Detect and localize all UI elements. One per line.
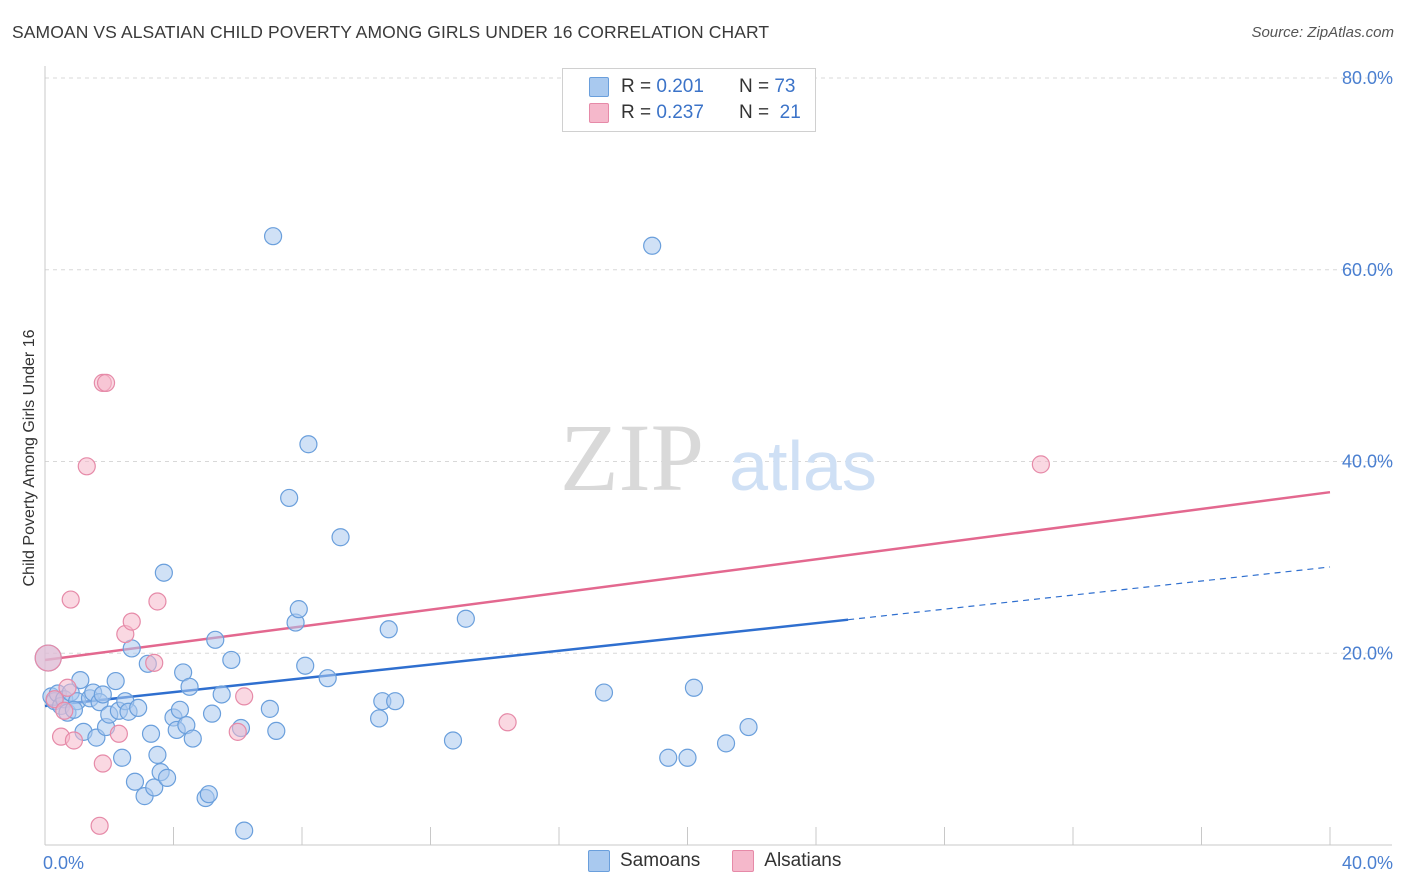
point-alsatians — [235, 687, 254, 706]
point-samoans — [318, 669, 337, 688]
point-samoans — [125, 772, 145, 791]
series-name-alsatians: Alsatians — [764, 850, 842, 871]
y-tick-label: 40.0% — [1342, 452, 1393, 472]
point-samoans — [183, 729, 202, 748]
point-alsatians — [109, 724, 128, 743]
legend-row-samoans: R = 0.201 N = 73 — [589, 75, 795, 99]
point-alsatians — [55, 701, 74, 720]
point-alsatians — [64, 731, 84, 750]
series-swatch-alsatians — [732, 850, 755, 872]
x-tick-label: 40.0% — [1342, 853, 1393, 873]
point-alsatians — [145, 653, 164, 672]
point-alsatians — [77, 457, 96, 476]
legend-n-value: 73 — [774, 76, 796, 97]
point-samoans — [129, 698, 148, 717]
x-tick-label: 0.0% — [43, 853, 84, 873]
legend-swatch-samoans — [589, 77, 609, 97]
legend-n-label: N = — [738, 76, 770, 97]
grid-lines — [45, 77, 1392, 654]
series-legend-samoans: Samoans — [588, 850, 700, 872]
point-samoans — [280, 488, 299, 508]
point-samoans — [643, 236, 662, 255]
point-alsatians — [34, 644, 62, 672]
point-alsatians — [498, 713, 517, 732]
point-samoans — [289, 600, 308, 619]
point-samoans — [739, 717, 758, 737]
point-samoans — [678, 748, 697, 767]
point-samoans — [379, 620, 398, 639]
point-samoans — [443, 731, 463, 750]
series-legend-alsatians: Alsatians — [732, 850, 841, 872]
legend-r-value: 0.237 — [656, 102, 704, 123]
point-samoans — [199, 785, 218, 804]
series-legend: Samoans Alsatians — [588, 850, 873, 872]
point-samoans — [180, 677, 199, 696]
point-alsatians — [96, 373, 116, 392]
point-samoans — [235, 821, 254, 840]
watermark: ZIP atlas — [560, 404, 877, 511]
point-samoans — [112, 748, 132, 767]
point-samoans — [386, 692, 405, 711]
point-samoans — [260, 699, 279, 718]
watermark-atlas: atlas — [729, 427, 877, 505]
point-samoans — [222, 650, 241, 670]
point-alsatians — [93, 754, 112, 773]
watermark-zip: ZIP — [560, 404, 704, 511]
axes — [44, 66, 1392, 846]
point-samoans — [157, 768, 177, 787]
point-samoans — [148, 745, 167, 764]
source-label: Source: ZipAtlas.com — [1251, 24, 1394, 41]
point-samoans — [370, 709, 389, 728]
legend: R = 0.201 N = 73 R = 0.237 N = 21 — [562, 68, 816, 132]
series-name-samoans: Samoans — [620, 850, 701, 871]
data-points — [34, 227, 1050, 840]
point-samoans — [206, 630, 225, 649]
point-samoans — [170, 700, 190, 719]
point-samoans — [202, 704, 222, 723]
point-alsatians — [58, 678, 77, 697]
point-samoans — [456, 609, 475, 628]
trend-line-samoans-extension — [848, 566, 1331, 621]
legend-row-alsatians: R = 0.237 N = 21 — [589, 101, 801, 125]
point-samoans — [594, 683, 614, 702]
point-alsatians — [228, 722, 247, 741]
series-swatch-samoans — [588, 850, 610, 872]
point-alsatians — [61, 590, 80, 609]
point-samoans — [684, 678, 704, 697]
point-samoans — [93, 685, 112, 704]
point-alsatians — [1031, 455, 1050, 474]
legend-r-label: R = — [621, 102, 652, 123]
point-samoans — [331, 528, 350, 547]
point-samoans — [263, 227, 283, 246]
point-alsatians — [148, 592, 167, 611]
point-alsatians — [122, 612, 141, 631]
legend-swatch-alsatians — [589, 103, 609, 123]
point-samoans — [212, 685, 231, 704]
trend-line-alsatians — [44, 490, 1331, 662]
point-samoans — [716, 734, 736, 753]
point-samoans — [296, 656, 315, 675]
point-alsatians — [90, 816, 109, 835]
trend-lines — [44, 490, 1331, 708]
trend-line-samoans — [44, 618, 849, 708]
point-samoans — [145, 778, 164, 797]
point-samoans — [154, 563, 173, 582]
point-samoans — [106, 671, 125, 691]
legend-r-value: 0.201 — [656, 76, 704, 97]
point-samoans — [267, 721, 286, 741]
tick-labels: 20.0% 40.0% 60.0% 80.0% 0.0% 40.0% — [43, 68, 1393, 873]
point-samoans — [659, 748, 678, 767]
legend-r-label: R = — [621, 76, 652, 97]
y-tick-label: 20.0% — [1342, 643, 1393, 663]
legend-n-value: 21 — [779, 102, 801, 123]
point-samoans — [299, 435, 318, 454]
point-samoans — [141, 724, 161, 743]
chart-title: SAMOAN VS ALSATIAN CHILD POVERTY AMONG G… — [12, 22, 770, 42]
y-tick-label: 60.0% — [1342, 260, 1393, 280]
y-tick-label: 80.0% — [1342, 68, 1393, 88]
legend-n-label: N = — [738, 102, 770, 123]
